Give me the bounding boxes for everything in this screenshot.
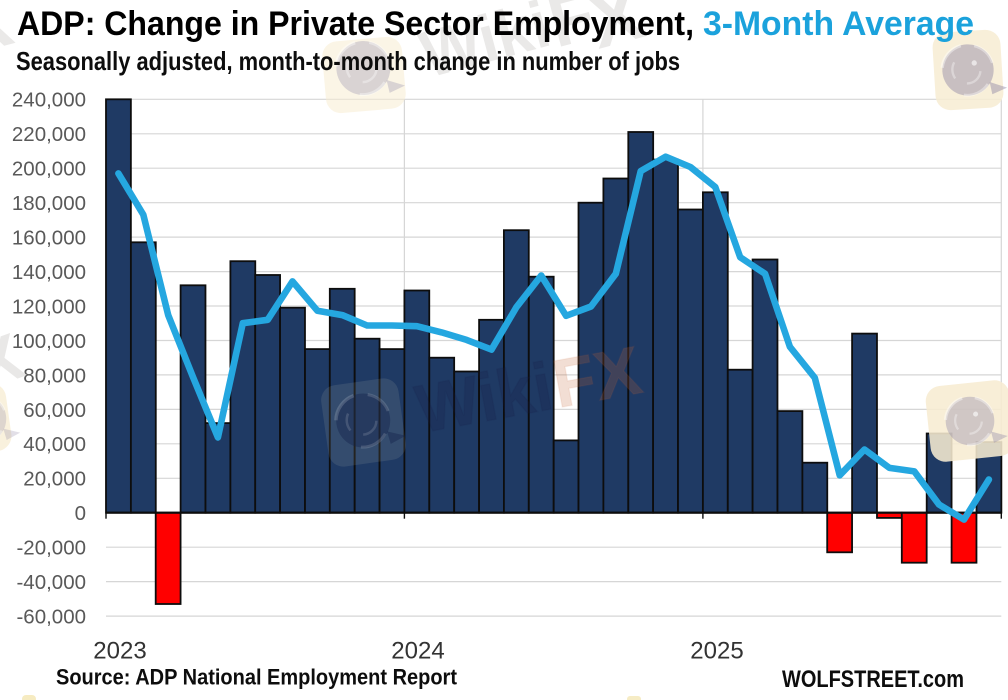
svg-text:-40,000: -40,000 [16,571,86,594]
svg-text:120,000: 120,000 [12,295,86,318]
svg-text:20,000: 20,000 [23,468,86,491]
svg-text:180,000: 180,000 [12,192,86,215]
svg-text:160,000: 160,000 [12,227,86,250]
svg-text:40,000: 40,000 [23,433,86,456]
svg-text:0: 0 [75,502,86,525]
svg-text:140,000: 140,000 [12,261,86,284]
svg-text:ADP: Change in Private Sector: ADP: Change in Private Sector Employment… [17,5,694,43]
svg-text:Source: ADP National Employmen: Source: ADP National Employment Report [56,665,458,690]
svg-text:80,000: 80,000 [23,364,86,387]
svg-text:-20,000: -20,000 [16,537,86,560]
svg-text:Seasonally adjusted, month-to-: Seasonally adjusted, month-to-month chan… [16,46,680,76]
svg-text:-60,000: -60,000 [16,606,86,629]
svg-text:FX: FX [547,332,647,423]
svg-text:60,000: 60,000 [23,399,86,422]
svg-text:WOLFSTREET.com: WOLFSTREET.com [782,666,964,693]
svg-text:2024: 2024 [391,638,444,665]
svg-text:2025: 2025 [690,638,743,665]
svg-text:100,000: 100,000 [12,330,86,353]
svg-text:200,000: 200,000 [12,158,86,181]
svg-text:3-Month Average: 3-Month Average [703,5,974,43]
svg-text:2023: 2023 [93,638,146,665]
svg-text:220,000: 220,000 [12,123,86,146]
svg-text:240,000: 240,000 [12,89,86,112]
